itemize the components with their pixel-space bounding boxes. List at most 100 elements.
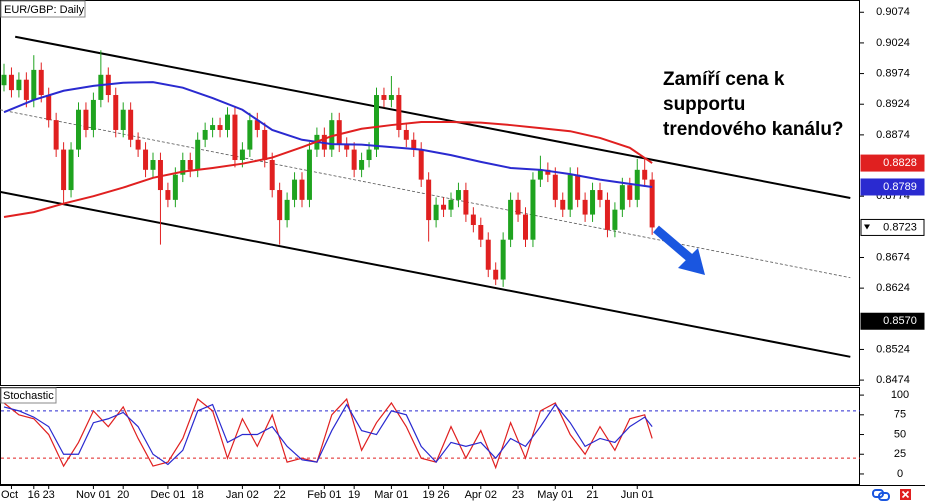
candle-body: [411, 139, 417, 150]
candle-body: [612, 209, 618, 230]
y-tick-label: 0.9024: [876, 37, 910, 49]
candle-body: [642, 169, 648, 180]
arrow-shaft: [653, 225, 693, 262]
candle-body: [359, 160, 365, 170]
y-tick-label: 0.8974: [876, 67, 910, 79]
x-tick-label: Jan 02: [226, 489, 259, 501]
candle-body: [172, 174, 178, 200]
link-icon: [878, 492, 890, 501]
candle-body: [239, 149, 245, 161]
price-label: 0.8723: [883, 221, 917, 233]
candle-body: [187, 160, 193, 170]
y-tick-label: 0.8674: [876, 251, 910, 263]
y-tick-label: 50: [894, 428, 906, 440]
candle-body: [76, 109, 81, 150]
annotation: Zamíří cena k supportu trendového kanálu…: [663, 69, 844, 140]
candle-body: [396, 95, 402, 130]
candle-body: [560, 199, 566, 210]
candle-body: [441, 204, 447, 210]
candle-body: [90, 99, 96, 130]
candle-body: [388, 95, 394, 100]
candle-body: [180, 160, 186, 175]
candle-body: [292, 179, 298, 200]
candle-body: [508, 199, 514, 240]
candle-body: [381, 95, 387, 100]
stochastic-line: [3, 397, 653, 470]
annotation-line: Zamíří cena k: [663, 69, 785, 90]
candle-body: [627, 185, 633, 200]
annotation-line: supportu: [663, 94, 745, 115]
indicator-panel: [0, 387, 860, 485]
candle-body: [254, 120, 260, 130]
candle-body: [269, 160, 275, 191]
candle-body: [135, 139, 141, 150]
moving-average: [3, 120, 653, 219]
x-tick-label: 19: [423, 489, 435, 501]
candle-body: [552, 174, 558, 200]
candle-body: [433, 204, 439, 221]
candle-body: [597, 190, 603, 200]
channel-line: [14, 35, 851, 199]
candle-body: [1, 74, 7, 86]
y-tick-label: 0.9074: [876, 6, 910, 18]
x-tick-label: Nov 01: [76, 489, 111, 501]
x-tick-label: May 01: [537, 489, 573, 501]
price-label: 0.8828: [883, 157, 917, 169]
candle-body: [202, 129, 208, 140]
channel-midline: [0, 109, 851, 279]
title-box: [0, 0, 86, 18]
arrow: [653, 225, 705, 275]
x-tick-label: Feb 01: [307, 489, 341, 501]
y-tick-label: 100: [891, 389, 909, 401]
candle-body: [366, 149, 372, 161]
x-tick-label: Jun 01: [621, 489, 654, 501]
x-tick-label: 26: [437, 489, 449, 501]
candle-body: [351, 149, 357, 170]
y-tick-label: 75: [894, 409, 906, 421]
candle-body: [478, 224, 484, 240]
x-tick-label: Dec 01: [150, 489, 185, 501]
x-tick-label: 23: [43, 489, 55, 501]
candle-body: [575, 174, 581, 200]
candle-body: [619, 185, 625, 210]
annotation-line: trendového kanálu?: [663, 119, 844, 140]
candle-body: [374, 95, 379, 150]
candle-body: [128, 109, 134, 140]
candle-body: [582, 199, 588, 215]
candle-body: [284, 199, 290, 221]
candle-body: [31, 69, 37, 100]
arrow-head: [678, 248, 705, 275]
candle-body: [23, 79, 29, 100]
indicator-title-box: [0, 387, 57, 404]
stochastic-line: [3, 403, 653, 466]
candle-body: [299, 179, 305, 200]
price-label-box: [860, 218, 925, 236]
candle-body: [515, 199, 521, 215]
x-tick-label: Mar 01: [374, 489, 408, 501]
candle-body: [426, 179, 432, 221]
candle-body: [8, 74, 14, 91]
close-icon-x: [901, 490, 910, 499]
price-label-box: [860, 178, 925, 196]
candle-body: [217, 125, 223, 130]
candle-body: [150, 160, 156, 170]
candle-body: [98, 74, 104, 100]
y-tick-label: 0.8524: [876, 343, 910, 355]
candle-body: [68, 149, 74, 191]
candle-body: [604, 199, 610, 230]
candle-body: [463, 190, 469, 215]
candle-body: [537, 169, 543, 180]
candle-body: [448, 199, 454, 210]
price-label-pointer: [864, 224, 870, 230]
candle-body: [306, 149, 312, 200]
x-tick-label: 21: [586, 489, 598, 501]
candle-body: [195, 139, 201, 170]
candle-body: [523, 214, 528, 240]
price-label-box: [860, 312, 925, 330]
candle-body: [545, 169, 551, 175]
y-tick-label: 0: [897, 468, 903, 480]
x-tick-label: 22: [274, 489, 286, 501]
candle-body: [157, 160, 163, 191]
candle-body: [120, 109, 126, 130]
